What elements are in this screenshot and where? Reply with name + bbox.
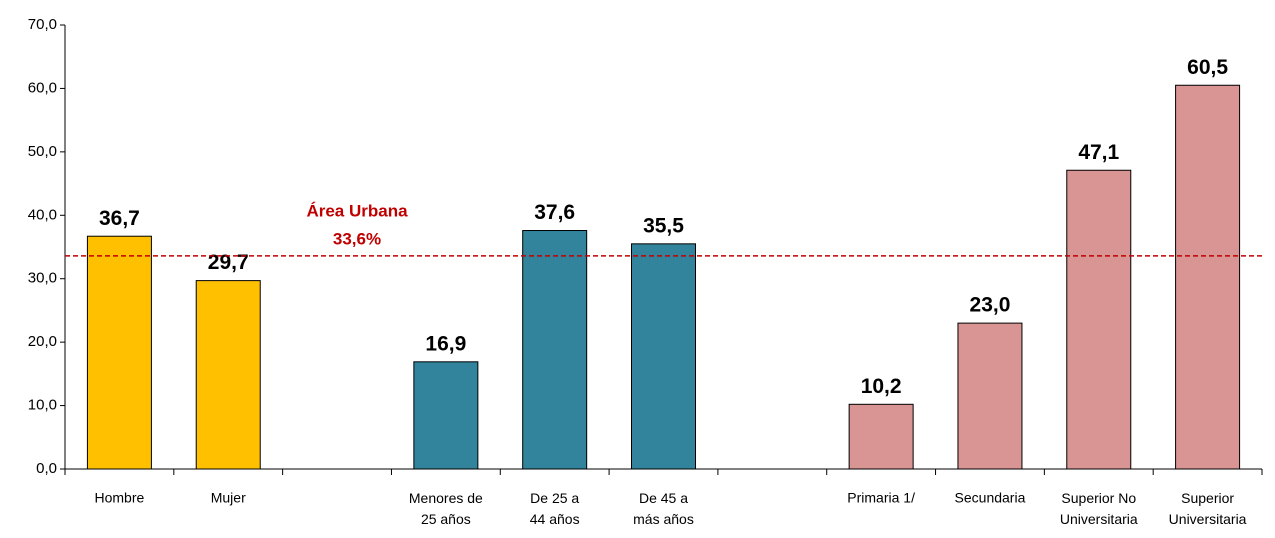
x-tick-label: De 45 a más años: [633, 490, 694, 527]
bar: [631, 243, 696, 470]
x-tick-label: De 25 a 44 años: [530, 490, 580, 527]
x-tick-label: Mujer: [211, 490, 246, 506]
x-tick-label: Menores de 25 años: [409, 490, 483, 527]
x-tick-label: Primaria 1/: [847, 490, 915, 506]
y-tick-label: 0,0: [36, 460, 57, 477]
bar: [195, 280, 261, 470]
bar: [413, 361, 479, 470]
bar: [522, 230, 588, 470]
x-tick-label: Secundaria: [955, 490, 1026, 506]
value-label: 10,2: [861, 375, 902, 398]
value-label: 37,6: [534, 201, 575, 224]
bar: [86, 235, 152, 470]
x-tick-label: Hombre: [95, 490, 145, 506]
x-tick-label: Superior Universitaria: [1169, 490, 1247, 527]
reference-value-label: 33,6%: [333, 229, 381, 248]
value-label: 23,0: [970, 294, 1011, 317]
bar: [1066, 169, 1132, 470]
y-tick-label: 70,0: [28, 16, 57, 33]
x-tick-label: Superior No Universitaria: [1060, 490, 1138, 527]
value-label: 47,1: [1078, 141, 1119, 164]
reference-label: Área Urbana: [306, 201, 408, 220]
y-tick-label: 20,0: [28, 333, 57, 350]
value-label: 36,7: [99, 207, 140, 230]
value-label: 60,5: [1187, 56, 1228, 79]
value-label: 35,5: [643, 214, 684, 237]
bar: [1175, 84, 1241, 470]
bar: [957, 322, 1023, 470]
y-tick-label: 10,0: [28, 397, 57, 414]
y-tick-label: 40,0: [28, 206, 57, 223]
y-tick-label: 30,0: [28, 270, 57, 287]
y-tick-label: 50,0: [28, 143, 57, 160]
value-label: 16,9: [425, 332, 466, 355]
value-label: 29,7: [208, 251, 249, 274]
bar: [848, 403, 914, 470]
y-tick-label: 60,0: [28, 79, 57, 96]
